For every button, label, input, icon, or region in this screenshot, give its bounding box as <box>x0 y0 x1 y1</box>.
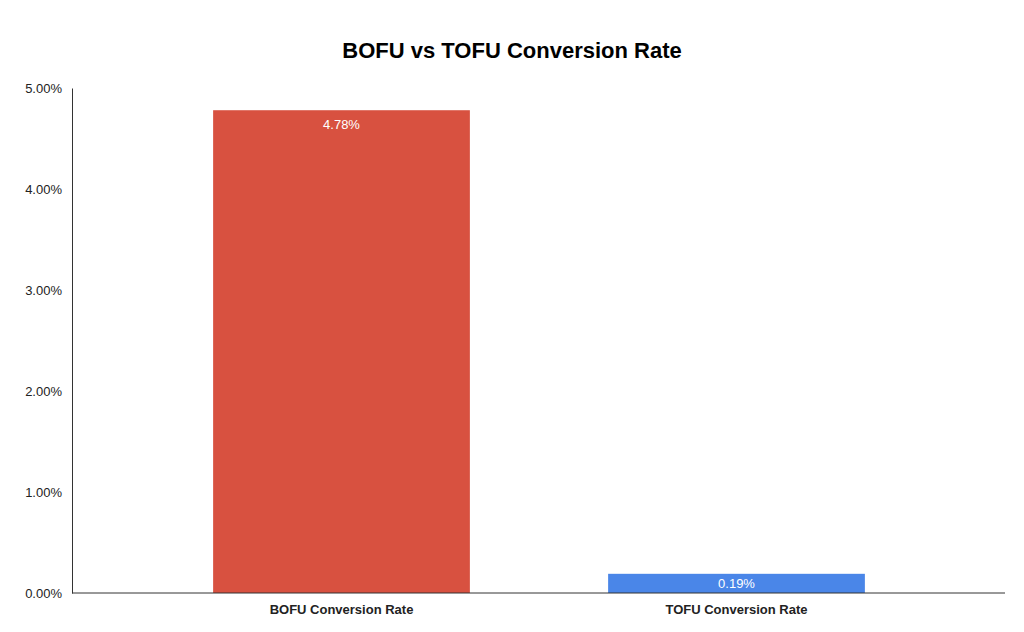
y-tick-label: 3.00% <box>25 283 62 298</box>
background <box>0 0 1024 632</box>
y-tick-label: 0.00% <box>25 586 62 601</box>
x-axis-line <box>72 593 1005 594</box>
data-labels: 4.78% 0.19% <box>323 117 755 591</box>
y-tick: 5.00% <box>25 81 72 96</box>
bars <box>213 110 865 593</box>
x-axis: BOFU Conversion Rate TOFU Conversion Rate <box>270 593 808 617</box>
x-tick-label: BOFU Conversion Rate <box>270 602 414 617</box>
y-tick-label: 4.00% <box>25 182 62 197</box>
chart: BOFU vs TOFU Conversion Rate 0.00% 1.00% 2.… <box>0 0 1024 632</box>
y-tick: 4.00% <box>25 182 72 197</box>
y-tick-label: 1.00% <box>25 485 62 500</box>
y-tick: 3.00% <box>25 283 72 298</box>
bar <box>608 574 865 593</box>
data-label: 0.19% <box>718 576 755 591</box>
bar <box>213 110 470 593</box>
title: BOFU vs TOFU Conversion Rate <box>342 38 681 63</box>
y-tick-label: 2.00% <box>25 384 62 399</box>
x-tick: TOFU Conversion Rate <box>665 593 807 617</box>
data-label: 4.78% <box>323 117 360 132</box>
y-tick-label: 5.00% <box>25 81 62 96</box>
y-axis: 0.00% 1.00% 2.00% 3.00% 4.00% 5.00% <box>25 81 72 601</box>
y-tick: 2.00% <box>25 384 72 399</box>
y-tick: 0.00% <box>25 586 72 601</box>
x-tick-label: TOFU Conversion Rate <box>665 602 807 617</box>
y-axis-line <box>72 89 73 594</box>
y-tick: 1.00% <box>25 485 72 500</box>
x-tick: BOFU Conversion Rate <box>270 593 414 617</box>
